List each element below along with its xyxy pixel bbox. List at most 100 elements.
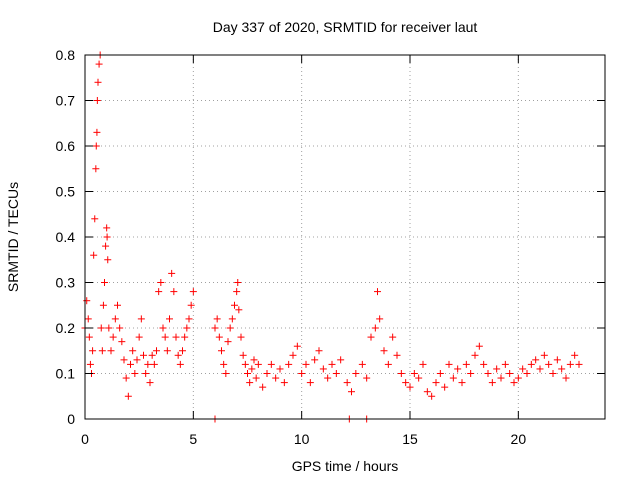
data-point [575,360,583,368]
data-point [298,370,306,377]
data-point [293,342,301,350]
data-point [497,374,505,382]
data-point [493,365,501,373]
data-point [94,78,102,86]
data-point [153,347,160,355]
data-point [415,374,423,382]
data-point [86,360,94,368]
data-point [146,379,154,387]
data-point [99,301,107,309]
y-tick-label: 0.6 [56,138,76,154]
y-tick-label: 0.4 [56,229,76,245]
data-point [97,324,105,332]
data-point [488,379,496,387]
data-point [367,333,375,341]
data-point [92,142,100,150]
data-point [558,365,566,373]
data-point [384,360,392,368]
data-point [397,370,405,377]
data-point [170,288,178,296]
data-point [419,360,427,368]
data-point [376,315,384,323]
data-point [241,360,249,368]
data-point [235,306,243,314]
data-point [92,165,100,173]
data-point [467,370,475,377]
data-point [98,347,106,355]
data-point [343,379,351,387]
data-point [250,356,258,364]
data-points [81,51,583,423]
data-point [133,356,141,364]
data-point [168,269,176,277]
data-point [540,351,548,359]
data-point [176,360,184,368]
data-point [311,356,319,364]
data-point [211,324,219,332]
data-point [514,374,522,382]
y-tick-label: 0.8 [56,47,76,63]
data-point [280,379,288,387]
data-point [423,388,431,396]
x-axis-label: GPS time / hours [292,458,399,474]
data-point [237,333,245,341]
data-point [91,215,99,223]
data-point [246,379,254,387]
data-point [389,333,397,341]
chart-title: Day 337 of 2020, SRMTID for receiver lau… [213,19,478,35]
data-point [222,370,230,377]
data-point [140,351,147,359]
data-point [259,383,267,391]
data-point [480,360,488,368]
y-tick-label: 0.3 [56,275,76,291]
ticks: 0 0.1 0.2 0.3 0.4 0.5 0.6 0.7 0.8 0 5 10 15 20 [56,47,605,447]
data-point [231,301,238,309]
data-point [248,365,256,373]
data-point [161,333,169,341]
y-tick-label: 0.1 [56,366,76,382]
data-point [328,360,336,368]
data-point [111,315,119,323]
data-point [454,365,462,373]
data-point [189,288,197,296]
data-point [174,351,182,359]
data-point [157,279,165,286]
data-point [306,379,314,387]
data-point [406,383,414,391]
data-point [432,379,440,387]
y-tick-label: 0 [67,411,75,427]
data-point [532,356,540,364]
data-point [332,370,340,377]
data-point [103,224,111,232]
data-point [84,315,92,323]
data-point [348,388,355,396]
data-point [224,338,232,346]
data-point [571,351,579,359]
data-point [102,242,110,250]
data-point [380,347,388,355]
data-point [234,279,242,286]
data-point [393,351,401,359]
y-tick-label: 0.2 [56,320,76,336]
data-point [103,233,111,241]
data-point [218,347,225,355]
data-point [553,356,561,364]
data-point [159,324,167,332]
data-point [135,333,143,341]
data-point [441,383,449,391]
data-point [93,128,101,136]
data-point [471,351,479,359]
data-point [436,370,444,377]
data-point [109,333,117,341]
data-point [85,333,93,341]
data-point [272,374,280,382]
data-point [172,333,180,341]
data-point [484,370,492,377]
data-point [302,360,310,368]
data-point [562,374,570,382]
data-point [142,370,150,377]
data-point [549,370,557,377]
data-point [101,279,108,286]
data-point [501,360,509,368]
data-point [276,365,284,373]
